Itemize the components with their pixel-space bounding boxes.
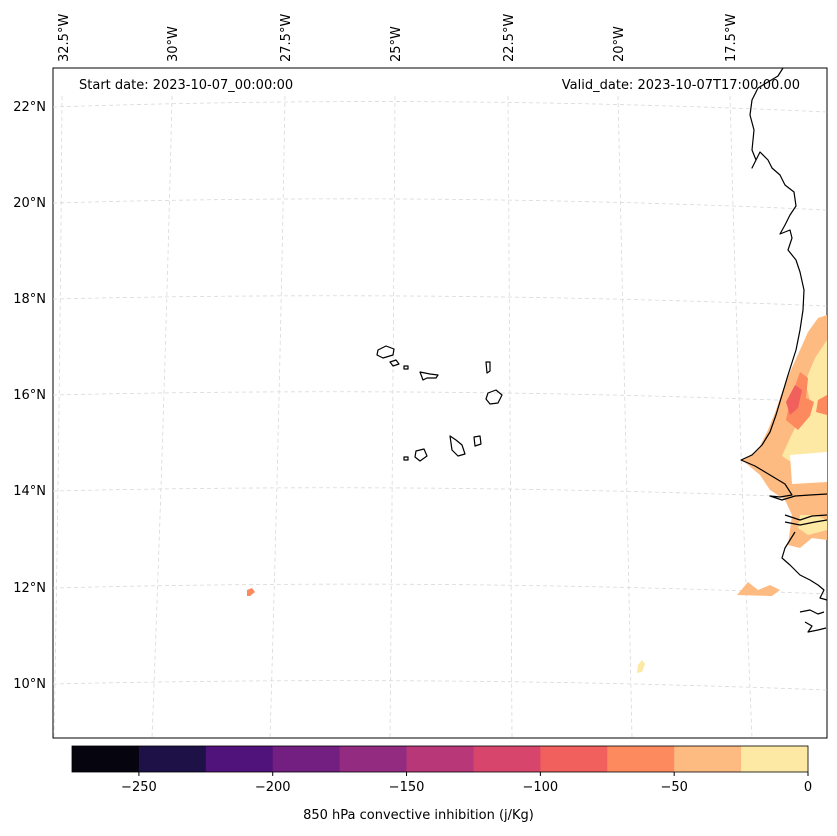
colorbar-swatch — [272, 746, 341, 772]
cin-contours — [247, 315, 827, 673]
lon-label-30w: 30°W — [166, 26, 181, 62]
cin-band-minus-75b — [816, 395, 827, 415]
colorbar-tick-label: 0 — [804, 780, 812, 795]
parallel-22n — [52, 101, 828, 113]
longitude-labels: 32.5°W 30°W 27.5°W 25°W 22.5°W 20°W 17.5… — [57, 14, 739, 62]
lon-label-22-5w: 22.5°W — [502, 14, 517, 62]
meridian-32-5w — [53, 95, 63, 739]
parallel-18n — [52, 295, 828, 307]
coastlines — [376, 67, 828, 633]
lon-label-32-5w: 32.5°W — [57, 14, 72, 62]
colorbar-tick-label: −150 — [389, 780, 425, 795]
meridian-17-5w — [729, 95, 753, 739]
cin-band-minus-25 — [782, 340, 827, 468]
lat-label-12n: 12°N — [13, 581, 46, 596]
colorbar-swatch — [674, 746, 742, 772]
colorbar: −250 −200 −150 −100 −50 0 — [71, 745, 812, 795]
colorbar-tick-label: −100 — [523, 780, 559, 795]
lon-label-25w: 25°W — [389, 26, 404, 62]
colorbar-swatch — [138, 746, 207, 772]
island-sal — [485, 361, 491, 374]
start-date-label: Start date: 2023-10-07_00:00:00 — [79, 78, 294, 93]
colorbar-tick-label: −250 — [121, 780, 157, 795]
african-coastline — [740, 67, 828, 501]
colorbar-tick-label: −200 — [255, 780, 291, 795]
island-sao-nicolau — [419, 371, 439, 381]
meridian-25w — [389, 95, 396, 739]
island-boa-vista — [485, 389, 503, 405]
meridian-30w — [151, 95, 173, 739]
colorbar-swatch — [607, 746, 675, 772]
island-santiago — [449, 435, 466, 457]
lat-label-14n: 14°N — [13, 484, 46, 499]
cin-patch-south — [737, 582, 780, 596]
guinea-coastline — [781, 531, 828, 633]
parallel-12n — [52, 583, 828, 595]
colorbar-ticks: −250 −200 −150 −100 −50 0 — [121, 772, 812, 795]
colorbar-title: 850 hPa convective inhibition (j/Kg) — [303, 808, 534, 823]
colorbar-tick-label: −50 — [660, 780, 687, 795]
cin-patch-minus-25b — [798, 515, 827, 535]
cin-patch-ocean-b — [637, 660, 645, 673]
colorbar-swatch — [205, 746, 274, 772]
lat-label-22n: 22°N — [13, 100, 46, 115]
meridian-20w — [617, 95, 633, 739]
lon-label-27-5w: 27.5°W — [279, 14, 294, 62]
latitude-labels: 22°N 20°N 18°N 16°N 14°N 12°N 10°N — [13, 100, 46, 692]
island-brava — [403, 456, 409, 461]
colorbar-swatch — [339, 746, 408, 772]
lat-label-18n: 18°N — [13, 292, 46, 307]
colorbar-swatch — [72, 746, 140, 772]
island-santa-luzia — [403, 365, 409, 370]
cin-band-minus-50 — [742, 315, 827, 548]
colorbar-outline — [71, 745, 809, 773]
parallel-10n — [52, 680, 828, 691]
cin-patch-ocean-a — [247, 588, 255, 596]
colorbar-swatch — [406, 746, 474, 772]
cin-band-minus-75 — [786, 372, 814, 430]
colorbar-swatch — [741, 746, 809, 772]
lat-label-20n: 20°N — [13, 196, 46, 211]
map-frame — [52, 67, 828, 739]
lat-label-10n: 10°N — [13, 677, 46, 692]
parallel-16n — [52, 391, 828, 403]
colorbar-swatches — [72, 746, 809, 772]
meridian-27-5w — [269, 95, 286, 739]
valid-date-label: Valid_date: 2023-10-07T17:00:00.00 — [561, 78, 800, 93]
graticule — [52, 95, 828, 739]
colorbar-swatch — [473, 746, 541, 772]
island-maio — [473, 435, 482, 447]
colorbar-swatch — [540, 746, 608, 772]
lon-label-17-5w: 17.5°W — [724, 14, 739, 62]
parallel-20n — [52, 198, 828, 211]
cin-band-minus-100 — [786, 385, 802, 415]
island-santo-antao — [376, 345, 395, 359]
island-sao-vicente — [389, 359, 400, 367]
island-fogo — [414, 448, 428, 462]
lat-label-16n: 16°N — [13, 388, 46, 403]
parallel-14n — [52, 487, 828, 499]
meridian-22-5w — [507, 95, 513, 739]
gambia-river — [784, 514, 828, 526]
lon-label-20w: 20°W — [612, 26, 627, 62]
cin-white-gap — [790, 452, 827, 484]
